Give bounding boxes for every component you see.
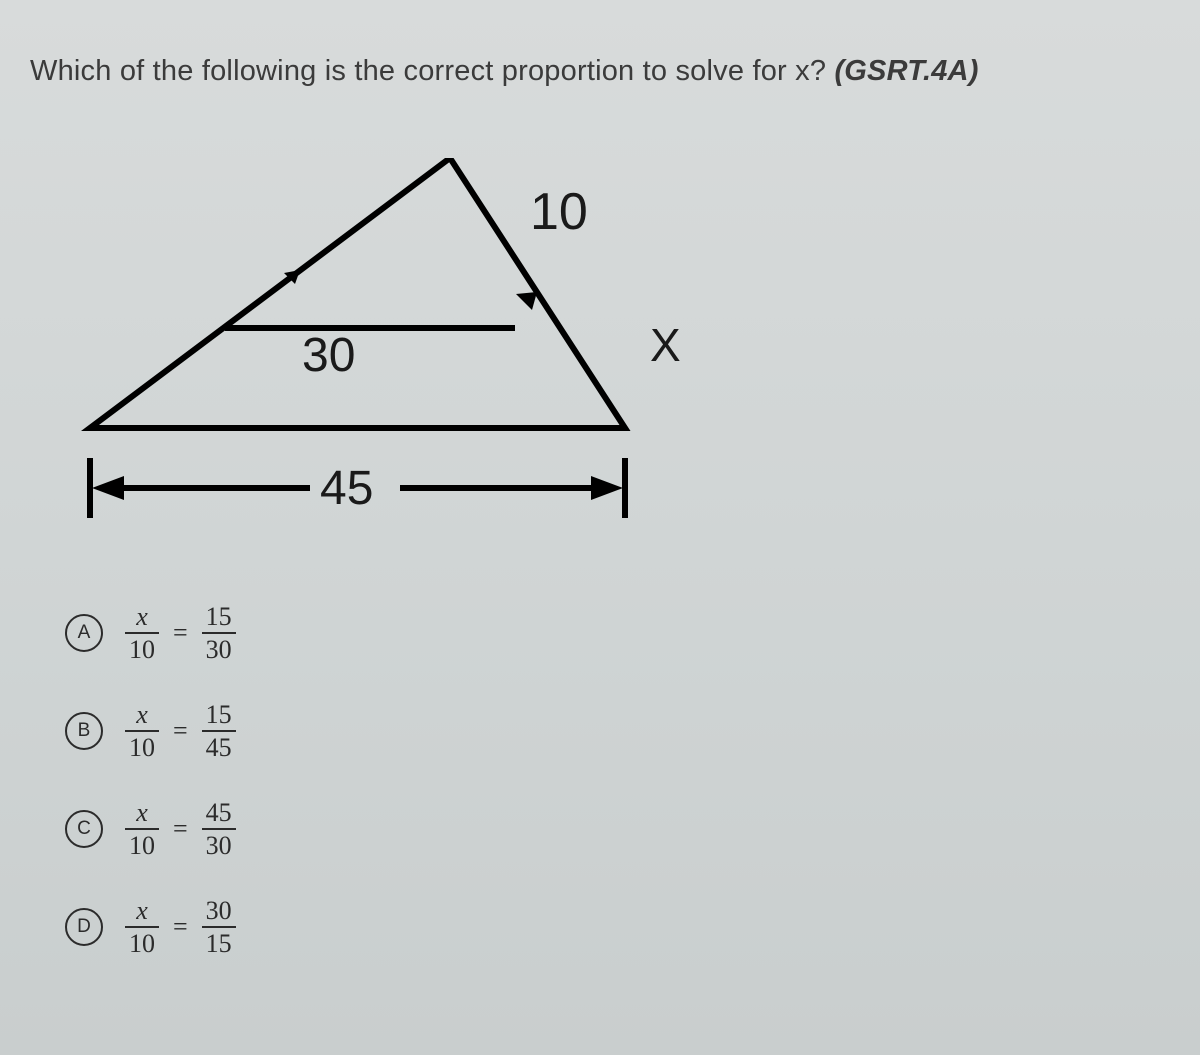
frac-den: 30: [202, 632, 236, 663]
label-30: 30: [302, 328, 355, 383]
frac-num: 30: [202, 897, 236, 926]
frac-num: 15: [202, 603, 236, 632]
option-b[interactable]: B x10 = 1545: [65, 696, 1170, 766]
option-letter: D: [77, 916, 91, 938]
equals-sign: =: [173, 618, 188, 648]
frac-den: 10: [125, 828, 159, 859]
option-letter: B: [78, 720, 91, 742]
option-letter: A: [78, 622, 91, 644]
question-text: Which of the following is the correct pr…: [30, 55, 834, 87]
option-b-expression: x10 = 1545: [121, 701, 240, 762]
frac-den: 45: [202, 730, 236, 761]
option-bubble-c[interactable]: C: [65, 810, 103, 848]
frac-num: x: [132, 701, 152, 730]
equals-sign: =: [173, 716, 188, 746]
frac-num: x: [132, 603, 152, 632]
option-a-expression: x10 = 1530: [121, 603, 240, 664]
frac-den: 10: [125, 632, 159, 663]
question-stem: Which of the following is the correct pr…: [30, 55, 1170, 88]
option-letter: C: [77, 818, 91, 840]
label-10: 10: [530, 182, 588, 242]
frac-num: x: [132, 799, 152, 828]
equals-sign: =: [173, 912, 188, 942]
frac-num: 45: [202, 799, 236, 828]
option-bubble-a[interactable]: A: [65, 614, 103, 652]
frac-num: x: [132, 897, 152, 926]
option-d-expression: x10 = 3015: [121, 897, 240, 958]
option-bubble-b[interactable]: B: [65, 712, 103, 750]
triangle-svg: [70, 158, 710, 548]
option-a[interactable]: A x10 = 1530: [65, 598, 1170, 668]
option-c-expression: x10 = 4530: [121, 799, 240, 860]
label-x: X: [650, 318, 681, 372]
frac-den: 15: [202, 926, 236, 957]
frac-den: 30: [202, 828, 236, 859]
arrowhead-lower-right: [516, 292, 537, 310]
equals-sign: =: [173, 814, 188, 844]
option-c[interactable]: C x10 = 4530: [65, 794, 1170, 864]
option-bubble-d[interactable]: D: [65, 908, 103, 946]
frac-num: 15: [202, 701, 236, 730]
quiz-page: Which of the following is the correct pr…: [0, 0, 1200, 1055]
option-d[interactable]: D x10 = 3015: [65, 892, 1170, 962]
diagram: 10 X 30 45: [70, 158, 710, 548]
frac-den: 10: [125, 926, 159, 957]
question-standard: (GSRT.4A): [834, 55, 978, 87]
label-45: 45: [320, 461, 373, 516]
frac-den: 10: [125, 730, 159, 761]
answer-options: A x10 = 1530 B x10 = 1545 C x10 = 4530: [65, 598, 1170, 962]
